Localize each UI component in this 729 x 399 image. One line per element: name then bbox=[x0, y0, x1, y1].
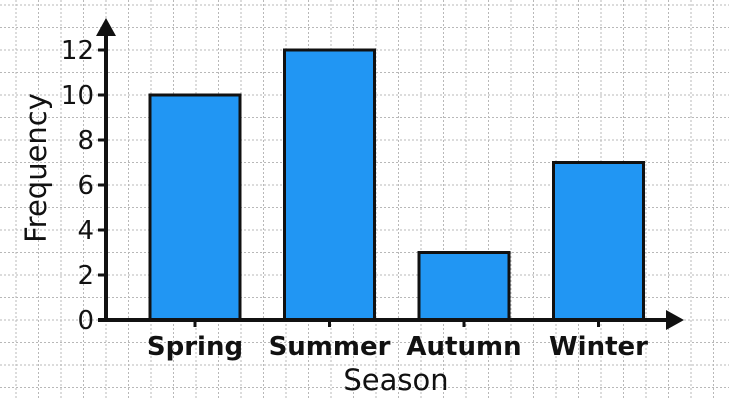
bar-summer bbox=[283, 48, 376, 322]
y-axis-arrow-icon bbox=[96, 18, 116, 36]
x-category-labels: Spring Summer Autumn Winter bbox=[147, 320, 648, 362]
y-tick-label: 12 bbox=[61, 36, 94, 66]
bar-spring bbox=[148, 93, 242, 322]
x-axis-arrow-icon bbox=[666, 310, 684, 330]
y-ticks: 0 2 4 6 8 10 12 bbox=[61, 36, 106, 336]
bars bbox=[148, 48, 645, 322]
x-category-label: Summer bbox=[269, 332, 391, 362]
y-tick-label: 4 bbox=[77, 216, 94, 246]
x-category-label: Autumn bbox=[406, 332, 521, 362]
y-axis-title: Frequency bbox=[19, 93, 53, 243]
y-tick-label: 8 bbox=[77, 126, 94, 156]
bar-winter bbox=[552, 161, 645, 322]
y-tick-label: 10 bbox=[61, 81, 94, 111]
x-axis-title: Season bbox=[343, 363, 448, 397]
y-tick-label: 2 bbox=[77, 261, 94, 291]
bar-autumn bbox=[417, 251, 511, 322]
y-tick-label: 0 bbox=[77, 306, 94, 336]
x-category-label: Winter bbox=[549, 332, 648, 362]
x-category-label: Spring bbox=[147, 332, 243, 362]
y-tick-label: 6 bbox=[77, 171, 94, 201]
